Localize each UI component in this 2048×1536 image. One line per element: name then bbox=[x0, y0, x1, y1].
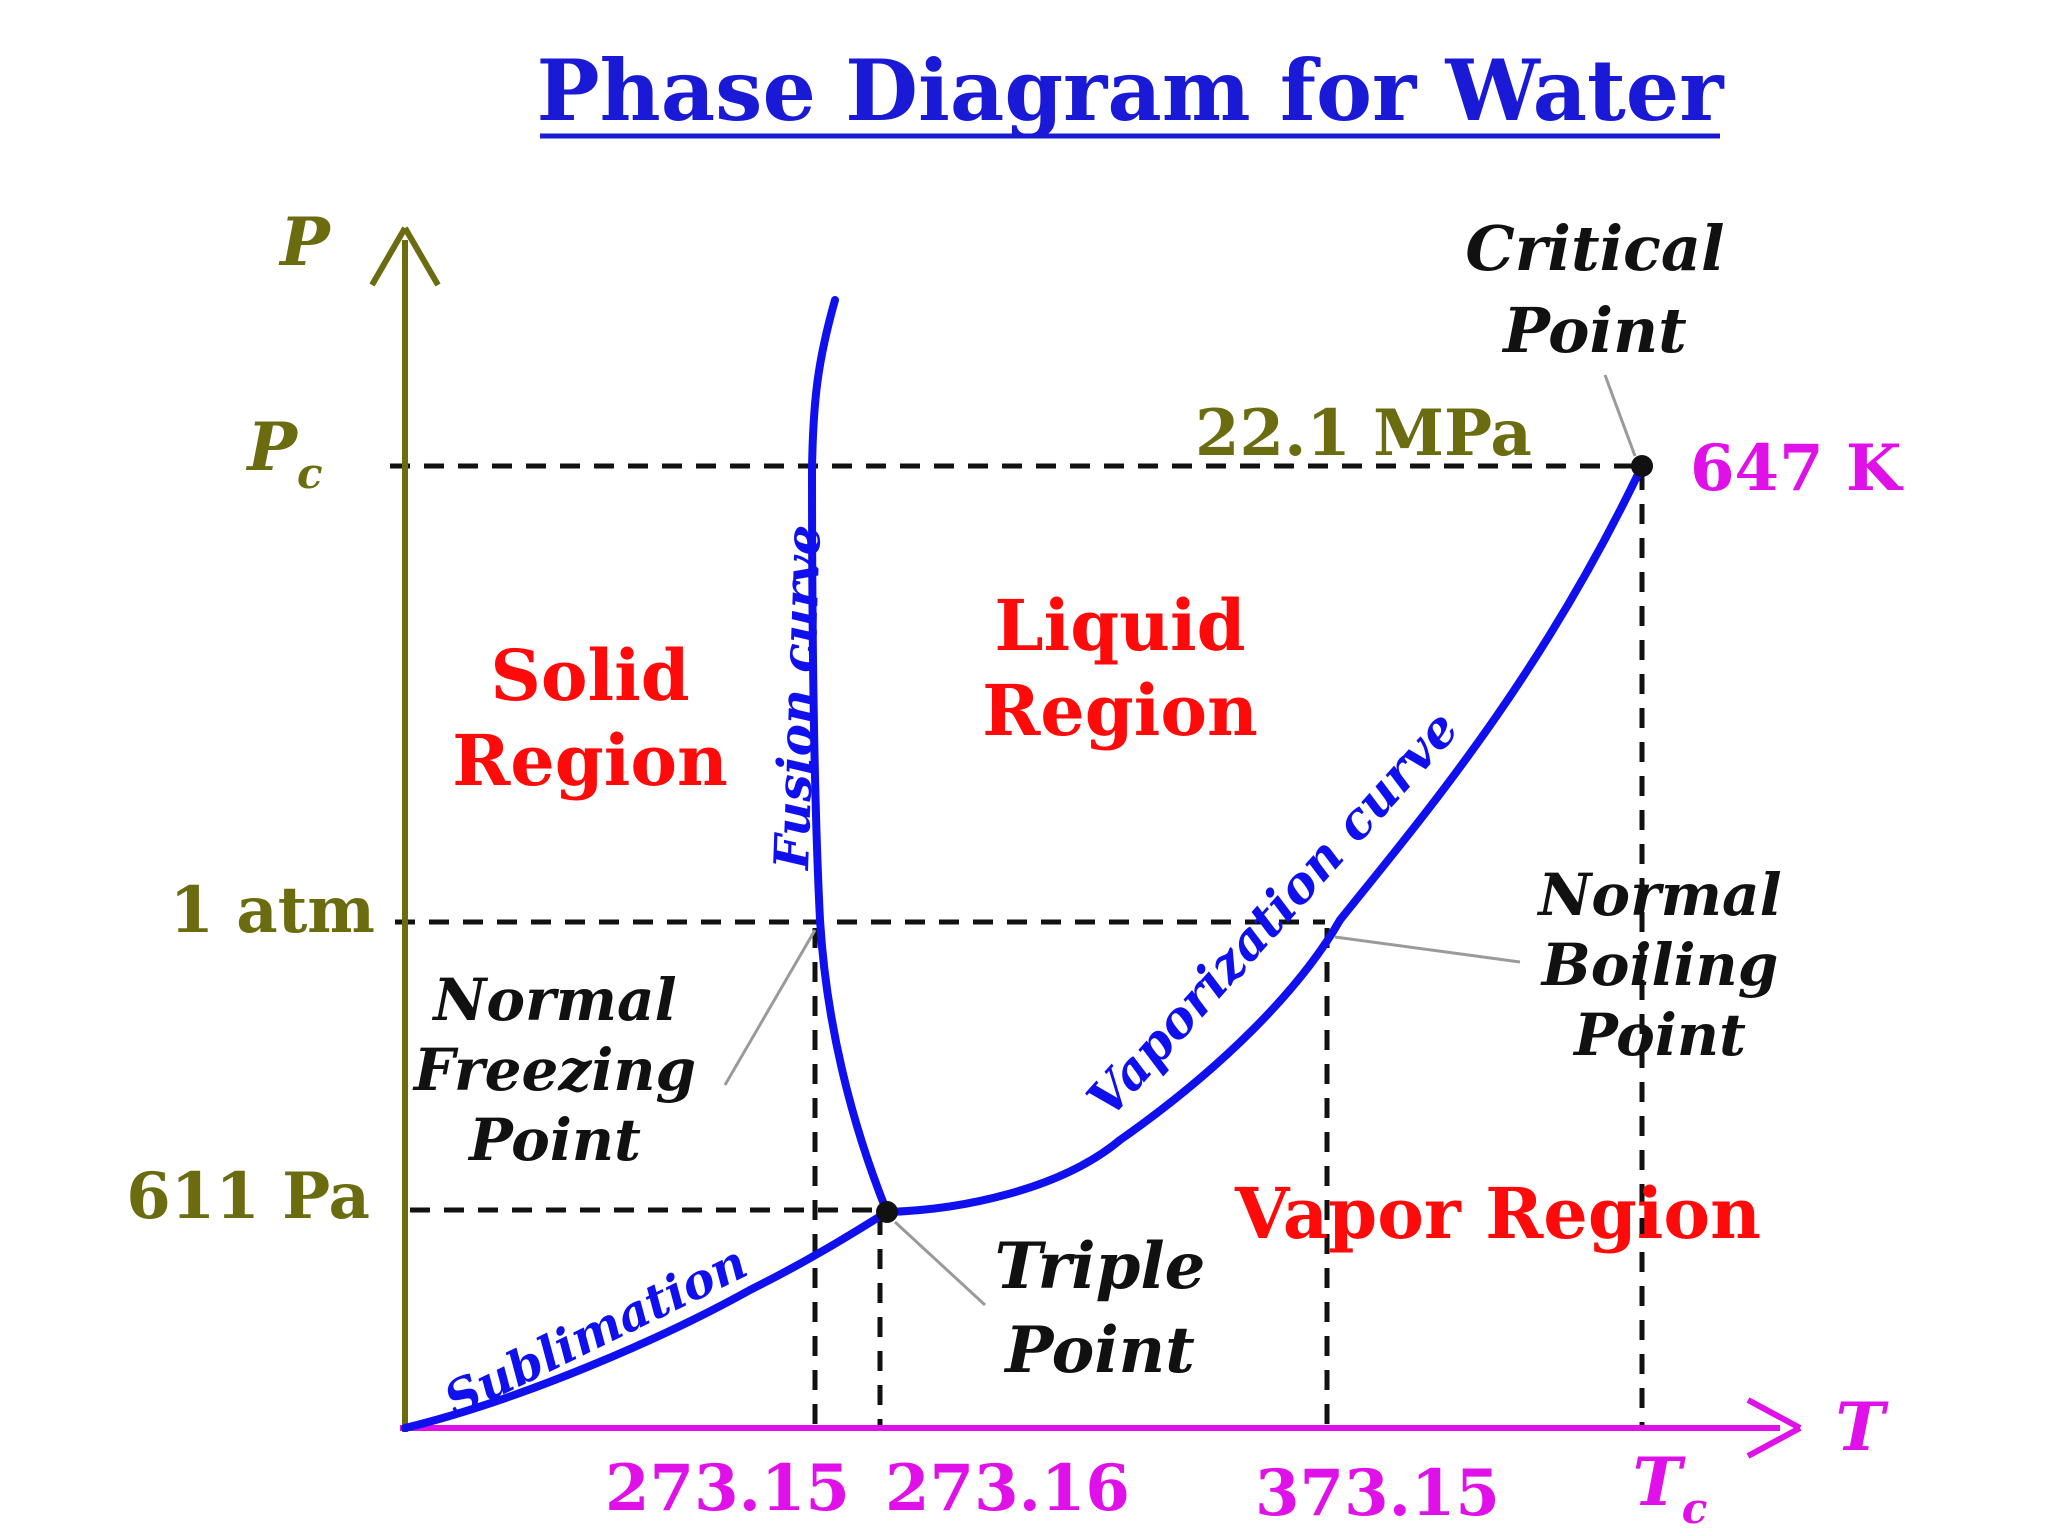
solid-region-label: Solid Region bbox=[452, 634, 728, 802]
phase-curves bbox=[401, 296, 1646, 1432]
guide-lines bbox=[390, 463, 1645, 1425]
critical-point-marker bbox=[1631, 455, 1653, 477]
fusion-curve bbox=[807, 296, 891, 1216]
diagram-title: Phase Diagram for Water bbox=[537, 41, 1726, 140]
liquid-region-label: Liquid Region bbox=[982, 584, 1258, 752]
liquid-region-line-2: Region bbox=[982, 669, 1258, 752]
pc-label-sub: c bbox=[297, 449, 323, 498]
tc-label-sub: c bbox=[1682, 1484, 1708, 1533]
triple-pressure-label: 611 Pa bbox=[126, 1159, 370, 1234]
liquid-region-line-1: Liquid bbox=[994, 584, 1245, 667]
triple-point-line-1: Triple bbox=[995, 1229, 1206, 1304]
sublimation-curve bbox=[401, 1208, 891, 1432]
critical-point-label: Critical Point bbox=[1465, 212, 1724, 367]
boiling-point-label: Normal Boiling Point bbox=[1536, 861, 1781, 1069]
boiling-leader bbox=[1334, 935, 1521, 964]
freezing-point-label: Normal Freezing Point bbox=[412, 966, 696, 1174]
vaporization-curve-label: Vaporization curve bbox=[1075, 699, 1470, 1128]
boiling-point-line-3: Point bbox=[1572, 1001, 1746, 1069]
freezing-temperature-label: 273.15 bbox=[605, 1451, 850, 1526]
critical-leader bbox=[1603, 374, 1637, 457]
boiling-temperature-label: 373.15 bbox=[1255, 1456, 1500, 1531]
triple-point-line-2: Point bbox=[1003, 1313, 1195, 1388]
freezing-leader bbox=[723, 929, 817, 1086]
pc-label: Pc bbox=[245, 408, 322, 498]
critical-point-line-2: Point bbox=[1501, 294, 1687, 367]
one-atm-label: 1 atm bbox=[169, 873, 375, 948]
critical-pressure-label: 22.1 MPa bbox=[1195, 396, 1532, 471]
freezing-point-line-1: Normal bbox=[431, 966, 676, 1034]
p-axis-symbol: P bbox=[278, 203, 332, 281]
vapor-region-label: Vapor Region bbox=[1234, 1172, 1761, 1255]
triple-leader bbox=[893, 1220, 987, 1307]
boiling-point-line-2: Boiling bbox=[1540, 931, 1779, 999]
sublimation-curve-label: Sublimation bbox=[436, 1234, 756, 1428]
boiling-point-line-1: Normal bbox=[1536, 861, 1781, 929]
pressure-axis bbox=[369, 226, 441, 1432]
freezing-point-line-2: Freezing bbox=[412, 1036, 696, 1104]
solid-region-line-1: Solid bbox=[490, 634, 689, 717]
critical-temperature-label: 647 K bbox=[1690, 431, 1904, 506]
triple-point-label: Triple Point bbox=[995, 1229, 1206, 1388]
triple-temperature-label: 273.16 bbox=[885, 1451, 1130, 1526]
tc-label-main: T bbox=[1633, 1443, 1687, 1521]
solid-region-line-2: Region bbox=[452, 719, 728, 802]
fusion-curve-label: Fusion curve bbox=[764, 524, 832, 873]
tc-label: Tc bbox=[1633, 1443, 1708, 1533]
temperature-axis bbox=[400, 1397, 1802, 1459]
t-axis-symbol: T bbox=[1835, 1388, 1889, 1466]
leader-lines bbox=[723, 374, 1637, 1307]
critical-point-line-1: Critical bbox=[1465, 212, 1724, 285]
freezing-point-line-3: Point bbox=[467, 1106, 641, 1174]
vaporization-curve bbox=[883, 462, 1646, 1216]
pc-label-main: P bbox=[245, 408, 299, 486]
triple-point-marker bbox=[876, 1201, 898, 1223]
